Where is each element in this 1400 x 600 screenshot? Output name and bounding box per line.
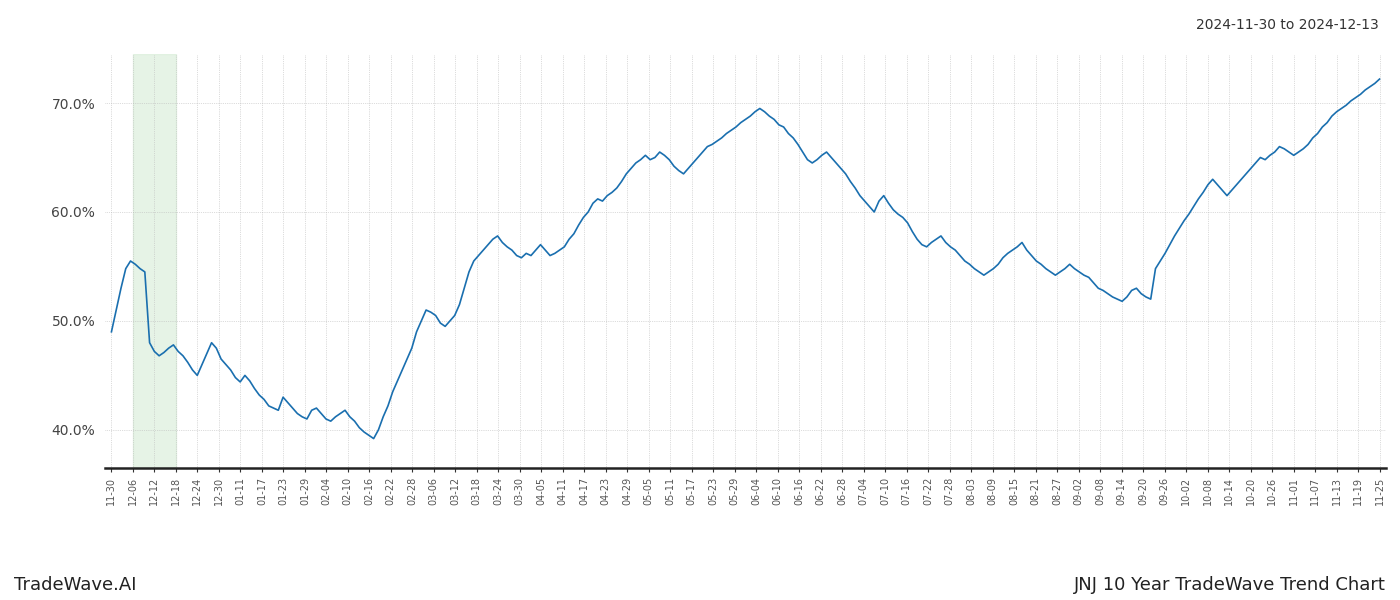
Text: 2024-11-30 to 2024-12-13: 2024-11-30 to 2024-12-13: [1196, 18, 1379, 32]
Text: TradeWave.AI: TradeWave.AI: [14, 576, 137, 594]
Bar: [133, 54, 176, 468]
Text: JNJ 10 Year TradeWave Trend Chart: JNJ 10 Year TradeWave Trend Chart: [1074, 576, 1386, 594]
